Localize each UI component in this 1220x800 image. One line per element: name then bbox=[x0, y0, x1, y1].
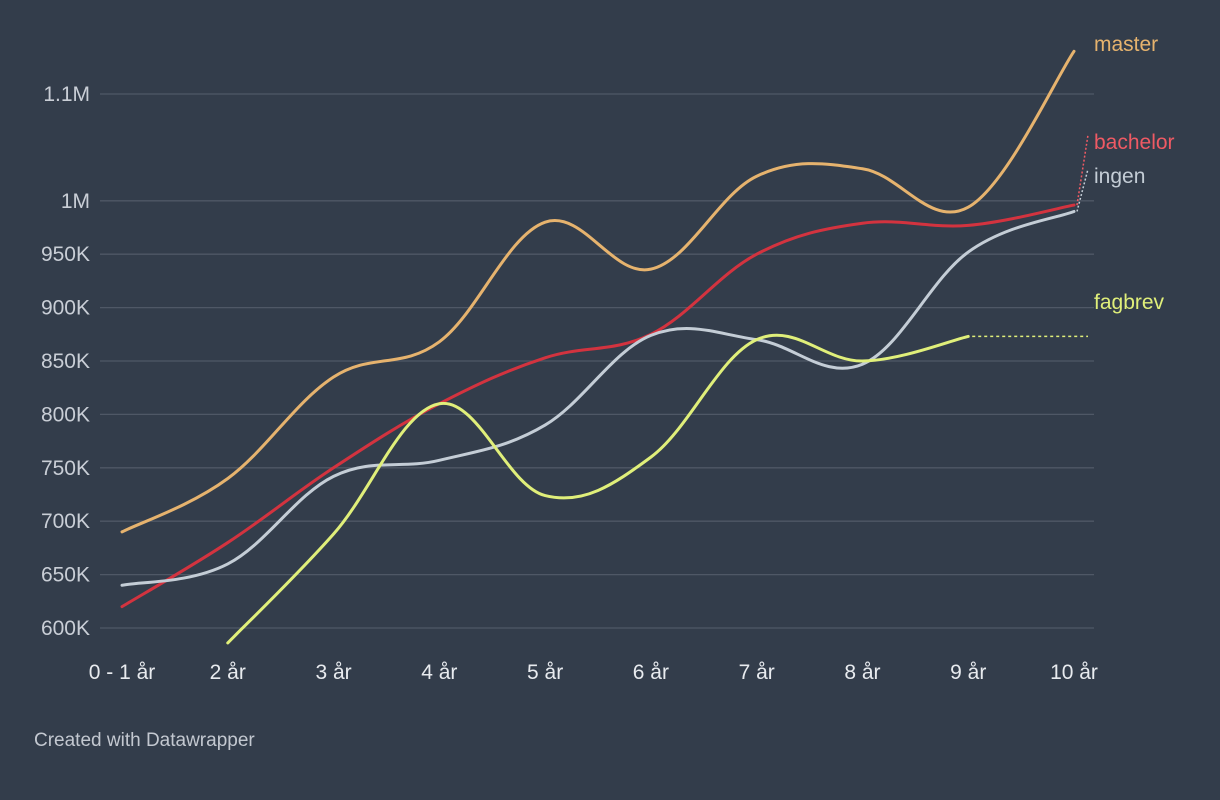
y-axis-tick-labels: 600K 650K 700K 750K 800K 850K 900K 950K 1M 1.1M bbox=[41, 83, 90, 640]
series-line-fagbrev bbox=[226, 333, 970, 645]
y-tick-label: 1.1M bbox=[43, 83, 90, 106]
series-line-bachelor bbox=[120, 203, 1076, 609]
x-axis-tick-labels: 0 - 1 år 2 år 3 år 4 år 5 år 6 år 7 år 8 år 9 år… bbox=[89, 661, 1098, 684]
series-label-fagbrev: fagbrev bbox=[1094, 291, 1165, 314]
y-tick-label: 750K bbox=[41, 457, 90, 480]
gridlines bbox=[100, 93, 1094, 629]
series-line-master bbox=[120, 49, 1076, 534]
x-tick-label: 9 år bbox=[950, 661, 986, 684]
y-tick-label: 850K bbox=[41, 350, 90, 373]
series-line-ingen bbox=[120, 209, 1076, 587]
series-label-ingen: ingen bbox=[1094, 165, 1145, 188]
y-tick-label: 1M bbox=[61, 190, 90, 213]
y-tick-label: 650K bbox=[41, 564, 90, 587]
series-connector-ingen bbox=[1076, 168, 1089, 212]
x-tick-label: 2 år bbox=[210, 661, 246, 684]
x-tick-label: 3 år bbox=[315, 661, 351, 684]
y-tick-label: 950K bbox=[41, 243, 90, 266]
x-tick-label: 5 år bbox=[527, 661, 563, 684]
x-tick-label: 0 - 1 år bbox=[89, 661, 156, 684]
series-connector-bachelor bbox=[1076, 134, 1089, 206]
y-tick-label: 800K bbox=[41, 403, 90, 426]
series-end-labels: master bachelor ingen fagbrev bbox=[1094, 33, 1175, 314]
y-tick-label: 600K bbox=[41, 617, 90, 640]
x-tick-label: 10 år bbox=[1050, 661, 1098, 684]
series-label-bachelor: bachelor bbox=[1094, 131, 1175, 154]
x-tick-label: 6 år bbox=[633, 661, 669, 684]
credit-footer: Created with Datawrapper bbox=[34, 730, 255, 751]
series-lines bbox=[120, 49, 1089, 645]
series-label-master: master bbox=[1094, 33, 1158, 56]
x-tick-label: 8 år bbox=[844, 661, 880, 684]
y-tick-label: 900K bbox=[41, 297, 90, 320]
x-tick-label: 7 år bbox=[739, 661, 775, 684]
y-tick-label: 700K bbox=[41, 510, 90, 533]
x-tick-label: 4 år bbox=[421, 661, 457, 684]
